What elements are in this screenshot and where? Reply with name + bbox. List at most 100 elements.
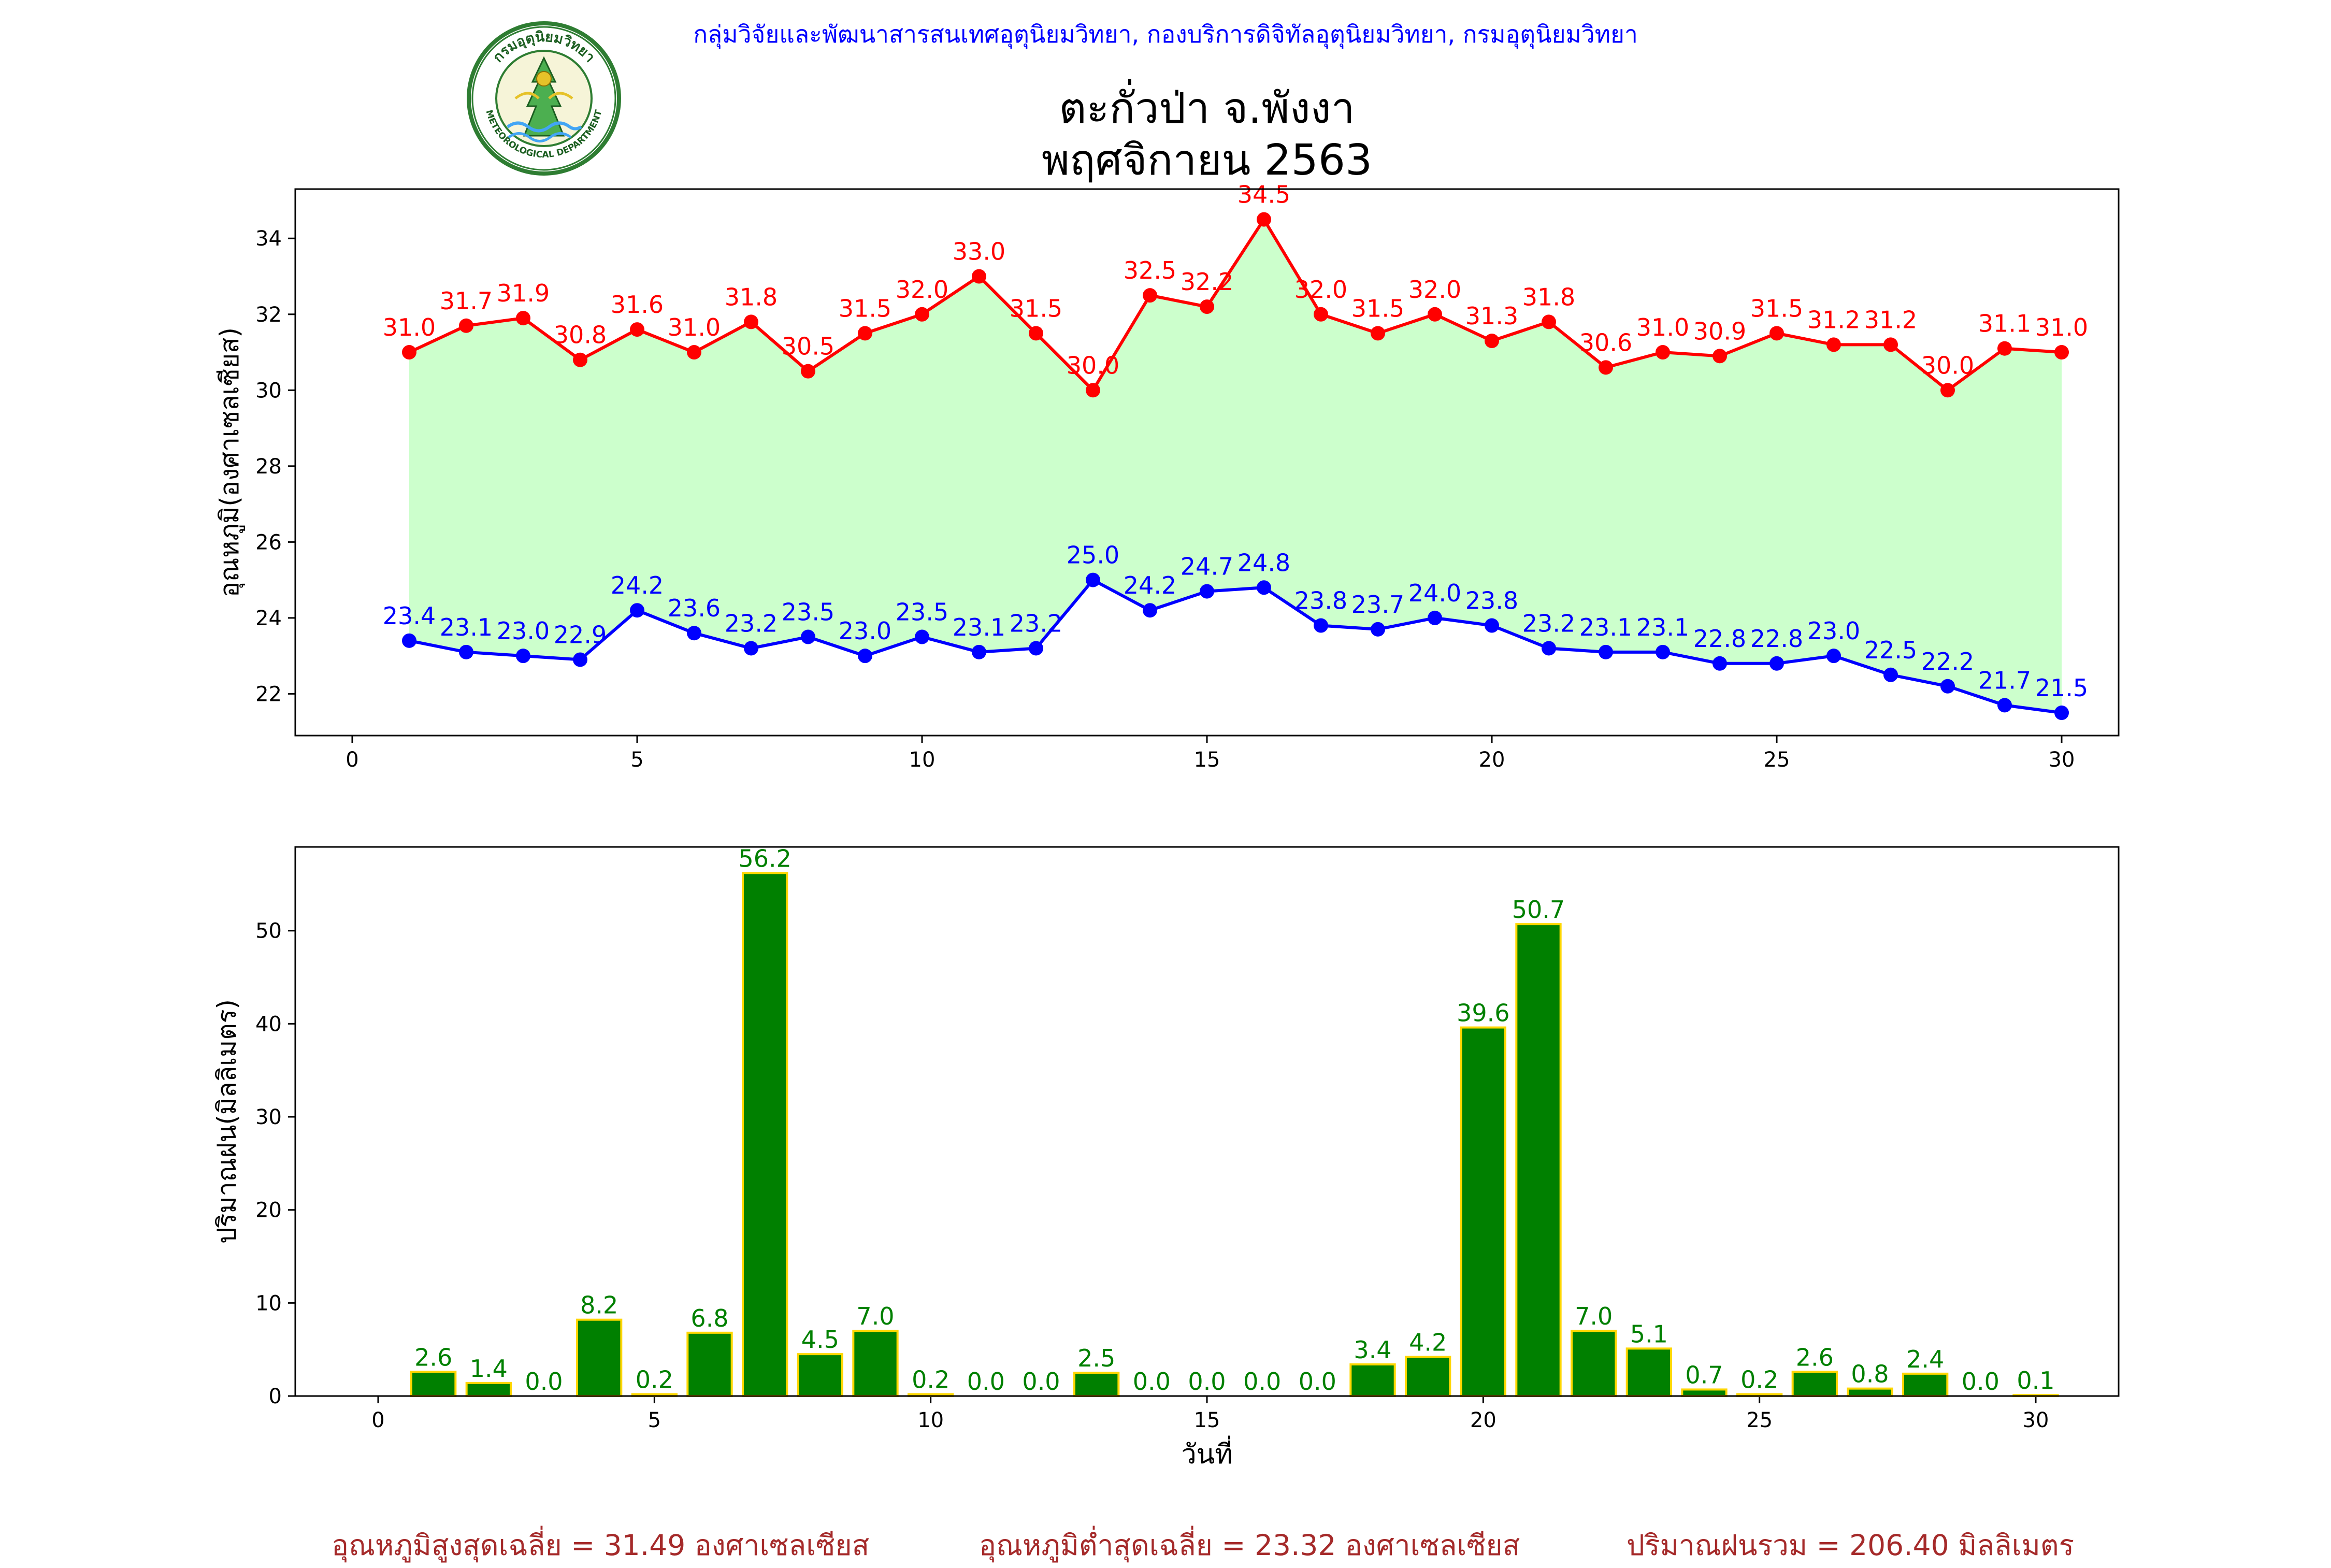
min-temp-point [573, 652, 587, 667]
max-temp-label: 30.8 [554, 321, 607, 349]
min-temp-line [409, 578, 2062, 715]
max-temp-label: 31.6 [611, 291, 664, 319]
rain-bar [686, 1331, 733, 1398]
temp-x-tick-label: 30 [2049, 748, 2075, 772]
max-temp-label: 32.5 [1124, 256, 1176, 284]
max-temp-point [687, 345, 701, 360]
rainfall-plot-frame [294, 846, 2120, 1397]
rain-value-label: 4.5 [801, 1326, 839, 1354]
rain-bar [1460, 1026, 1507, 1397]
rain-bar [1625, 1347, 1673, 1397]
max-temp-label: 31.9 [497, 279, 550, 307]
rain-x-tick-label: 30 [2023, 1408, 2049, 1432]
max-temp-point [1940, 383, 1955, 398]
rain-value-label: 0.0 [1133, 1368, 1171, 1396]
min-temp-point [516, 649, 530, 664]
max-temp-label: 31.0 [383, 313, 436, 341]
max-temp-label: 31.0 [1636, 313, 1689, 341]
rain-x-tick-label: 5 [648, 1408, 661, 1432]
max-temp-label: 31.0 [2035, 313, 2088, 341]
rain-x-tick-label: 20 [1470, 1408, 1497, 1432]
max-temp-label: 32.0 [1408, 276, 1461, 304]
max-temp-point [630, 322, 644, 337]
max-temp-point [1542, 314, 1556, 329]
rain-y-tick-label: 0 [269, 1385, 282, 1408]
max-temp-point [573, 352, 587, 367]
max-temp-point [744, 314, 758, 329]
temperature-y-axis-label: อุณหภูมิ(องศาเซลเซียส) [214, 327, 245, 597]
min-temp-point [1029, 641, 1043, 656]
temp-y-tick-label: 32 [255, 303, 282, 327]
min-temp-label: 23.8 [1294, 587, 1347, 615]
rain-value-label: 2.5 [1077, 1344, 1115, 1372]
rain-bar [1681, 1388, 1728, 1398]
min-temp-point [459, 644, 473, 659]
min-temp-point [1883, 667, 1898, 682]
min-temp-label: 23.8 [1465, 587, 1518, 615]
min-temp-label: 21.5 [2035, 674, 2088, 702]
logo-seal-icon: กรมอุตุนิยมวิทยา METEOROLOGICAL DEPARTME… [467, 21, 621, 176]
max-temp-label: 32.0 [896, 276, 948, 304]
rain-bar [852, 1330, 899, 1398]
max-temp-point [1200, 299, 1214, 314]
rain-bar [1073, 1372, 1120, 1397]
rain-bar [1349, 1363, 1396, 1398]
max-temp-line [408, 216, 2062, 393]
rain-value-label: 1.4 [470, 1355, 508, 1383]
max-temp-point [801, 364, 815, 379]
min-temp-label: 23.0 [1807, 617, 1860, 645]
temp-x-tick-label: 10 [909, 748, 936, 772]
rainfall-x-axis-label: วันที่ [1181, 1435, 1232, 1470]
max-temp-point [1826, 337, 1841, 352]
agency-header: กลุ่มวิจัยและพัฒนาสารสนเทศอุตุนิยมวิทยา,… [693, 20, 1638, 48]
max-temp-point [1713, 349, 1727, 364]
min-temp-point [1940, 679, 1955, 694]
temp-y-tick-label: 28 [255, 455, 282, 479]
max-temp-label: 30.0 [1921, 351, 1974, 379]
min-temp-label: 24.0 [1408, 579, 1461, 607]
min-temp-point [915, 629, 929, 644]
min-temp-label: 23.5 [782, 598, 834, 626]
rain-bar [410, 1371, 457, 1397]
rain-value-label: 0.0 [1022, 1368, 1060, 1396]
min-temp-label: 23.1 [1636, 613, 1689, 641]
min-temp-label: 22.9 [554, 621, 607, 649]
max-temp-label: 31.2 [1807, 306, 1860, 334]
max-temp-point [516, 311, 530, 326]
max-temp-point [1371, 326, 1385, 341]
max-temp-label: 31.8 [1522, 283, 1575, 311]
max-temp-point [915, 307, 929, 322]
min-temp-point [1542, 641, 1556, 656]
avg-max-temp-summary: อุณหภูมิสูงสุดเฉลี่ย = 31.49 องศาเซลเซีย… [332, 1529, 870, 1562]
min-temp-point [1428, 610, 1442, 625]
rain-bar [1405, 1356, 1451, 1398]
min-temp-point [1713, 656, 1727, 671]
min-temp-label: 23.1 [440, 613, 493, 641]
min-temp-label: 24.7 [1181, 553, 1233, 581]
min-temp-point [2054, 706, 2069, 721]
min-temp-label: 23.2 [1010, 609, 1062, 637]
max-temp-label: 30.6 [1579, 328, 1632, 356]
rain-value-label: 6.8 [690, 1304, 728, 1332]
meteorological-department-logo: กรมอุตุนิยมวิทยา METEOROLOGICAL DEPARTME… [466, 21, 622, 176]
rain-bar [742, 872, 788, 1397]
max-temp-point [459, 318, 473, 333]
max-temp-label: 33.0 [953, 238, 1005, 266]
rain-value-label: 2.6 [414, 1343, 452, 1371]
max-temp-point [1257, 212, 1271, 227]
rain-value-label: 2.4 [1906, 1345, 1944, 1373]
rain-y-tick-label: 40 [255, 1012, 282, 1036]
temp-x-tick-label: 15 [1194, 748, 1220, 772]
max-temp-label: 30.9 [1693, 317, 1746, 345]
rain-value-label: 4.2 [1409, 1329, 1447, 1357]
rain-value-label: 7.0 [856, 1302, 894, 1330]
max-temp-point [1656, 345, 1670, 360]
max-temp-point [1485, 334, 1499, 349]
rain-value-label: 0.0 [1188, 1368, 1226, 1396]
min-temp-label: 24.8 [1238, 549, 1290, 577]
min-temp-label: 23.7 [1351, 591, 1404, 618]
avg-min-temp-summary: อุณหภูมิต่ำสุดเฉลี่ย = 23.32 องศาเซลเซีย… [979, 1529, 1520, 1562]
rain-bar [576, 1318, 623, 1398]
max-temp-label: 30.5 [782, 333, 834, 361]
